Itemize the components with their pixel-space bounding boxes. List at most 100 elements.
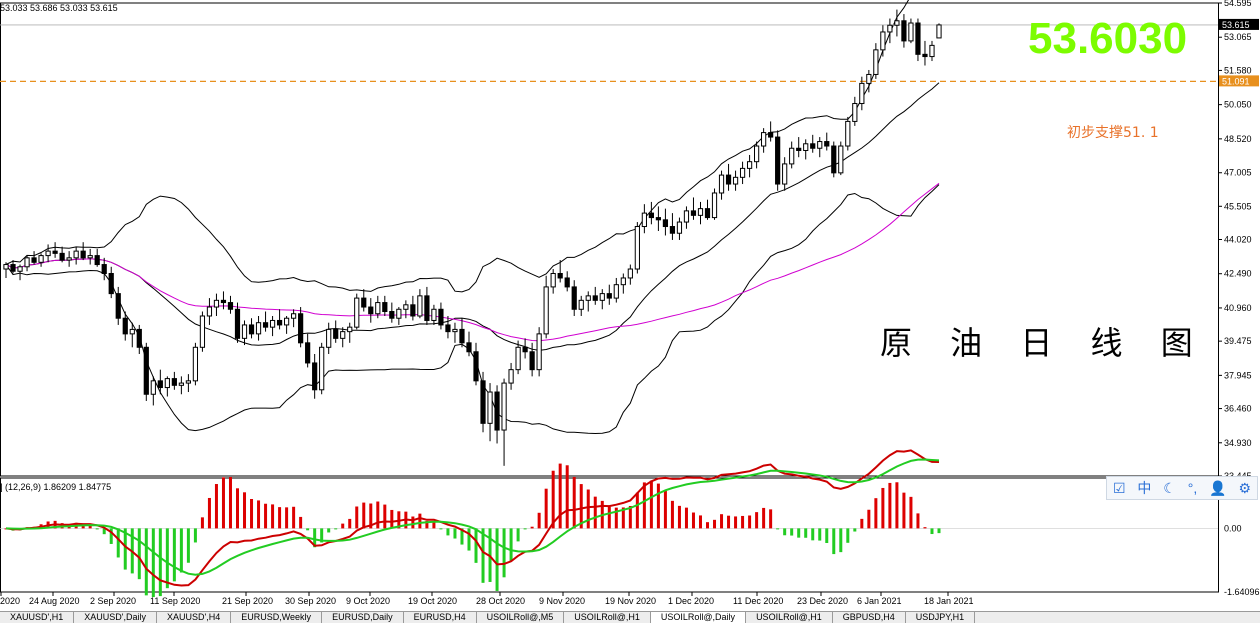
candle bbox=[536, 327, 542, 377]
candle bbox=[171, 371, 177, 390]
candle bbox=[354, 293, 360, 330]
macd-histogram-bar bbox=[741, 515, 745, 529]
price-frame bbox=[0, 2, 1219, 477]
candle bbox=[936, 23, 942, 39]
candle-body bbox=[94, 255, 100, 266]
chart-tab[interactable]: USOILRoll@,H1 bbox=[564, 612, 651, 623]
candle bbox=[241, 320, 248, 346]
chart-tab[interactable]: XAUUSD',H1 bbox=[0, 612, 75, 623]
macd-histogram-bar bbox=[874, 498, 878, 529]
macd-histogram-bar bbox=[713, 519, 717, 529]
macd-histogram-bar bbox=[439, 528, 443, 530]
candle bbox=[185, 374, 191, 393]
candle bbox=[269, 315, 276, 337]
candle bbox=[831, 141, 837, 178]
chart-tab[interactable]: EURUSD,Daily bbox=[322, 612, 404, 623]
candle-body bbox=[206, 306, 213, 317]
candle bbox=[403, 300, 409, 319]
candle bbox=[775, 130, 781, 191]
candle-body bbox=[648, 212, 654, 219]
chart-tab[interactable]: USDJPY,H1 bbox=[906, 612, 976, 623]
chart-tab[interactable]: EURUSD,Weekly bbox=[231, 612, 323, 623]
candle-body bbox=[143, 346, 149, 395]
chart-tab[interactable]: USOILRoll@,Daily bbox=[650, 612, 747, 623]
candle bbox=[613, 277, 619, 303]
candle-body bbox=[466, 342, 472, 353]
chart-tab[interactable]: GBPUSD,H4 bbox=[833, 612, 906, 623]
macd-histogram-bar bbox=[888, 482, 892, 529]
candle-body bbox=[810, 143, 816, 149]
punctuation-icon[interactable]: °, bbox=[1187, 480, 1198, 496]
macd-histogram-bar bbox=[621, 507, 625, 529]
macd-histogram-bar bbox=[635, 492, 639, 529]
macd-histogram-bar bbox=[558, 463, 562, 529]
candle bbox=[178, 376, 184, 395]
chart-tab[interactable]: EURUSD,H4 bbox=[404, 612, 477, 623]
candle bbox=[662, 208, 669, 236]
candle bbox=[213, 293, 220, 316]
candle bbox=[746, 154, 753, 178]
candle bbox=[87, 248, 93, 265]
macd-histogram-bar bbox=[755, 512, 759, 529]
candle-body bbox=[831, 145, 837, 174]
candle bbox=[852, 96, 858, 126]
moon-icon[interactable]: ☾ bbox=[1163, 479, 1176, 496]
ohlc-readout: 53.033 53.686 53.033 53.615 bbox=[0, 3, 118, 13]
ime-toolbar[interactable]: ☑ 中 ☾ °, 👤 ⚙ bbox=[1106, 476, 1258, 500]
macd-histogram-bar bbox=[937, 528, 941, 534]
user-icon[interactable]: 👤 bbox=[1209, 479, 1227, 496]
chinese-input-icon[interactable]: 中 bbox=[1137, 480, 1152, 496]
candle-body bbox=[789, 147, 795, 165]
chart-tab[interactable]: XAUUSD',Daily bbox=[74, 612, 157, 623]
candle-body bbox=[340, 331, 346, 339]
candle-body bbox=[754, 145, 760, 163]
candle bbox=[396, 307, 402, 325]
macd-histogram-bar bbox=[81, 524, 85, 529]
time-tick-label: 2020 bbox=[0, 596, 20, 606]
candle bbox=[655, 206, 662, 232]
chart-tab[interactable]: USOILRoll@,M5 bbox=[477, 612, 565, 623]
macd-histogram-bar bbox=[530, 526, 534, 529]
candle bbox=[305, 333, 311, 368]
macd-histogram-bar bbox=[214, 484, 218, 529]
macd-histogram-bar bbox=[537, 512, 541, 529]
macd-histogram-bar bbox=[818, 528, 822, 541]
candle-body bbox=[66, 257, 72, 261]
candle-body bbox=[431, 308, 437, 321]
candle-body bbox=[901, 20, 907, 42]
candle-body bbox=[501, 382, 507, 431]
chart-tab[interactable]: USOILRoll@,H1 bbox=[746, 612, 833, 623]
price-tick-label: 47.005 bbox=[1224, 168, 1252, 178]
checkbox-icon[interactable]: ☑ bbox=[1112, 479, 1126, 496]
candle-body bbox=[676, 221, 683, 234]
settings-icon[interactable]: ⚙ bbox=[1238, 479, 1252, 496]
candle bbox=[431, 304, 437, 325]
candle bbox=[838, 141, 844, 176]
macd-histogram-bar bbox=[109, 528, 113, 544]
candle-body bbox=[922, 53, 928, 58]
macd-pane[interactable]: 0.00 -1.64096 bbox=[0, 449, 1260, 598]
macd-histogram-bar bbox=[867, 509, 871, 529]
macd-histogram-bar bbox=[460, 528, 464, 545]
time-tick-label: 9 Oct 2020 bbox=[346, 596, 390, 606]
chart-tabs: XAUUSD',H1 XAUUSD',Daily XAUUSD',H4 EURUSD,… bbox=[0, 611, 1260, 623]
candle-body bbox=[838, 145, 844, 174]
chart-tab[interactable]: XAUUSD',H4 bbox=[157, 612, 232, 623]
price-pane[interactable]: 54.595 53.065 51.580 50.050 48.520 47.005 45.5… bbox=[0, 0, 1259, 481]
candle bbox=[817, 137, 823, 158]
macd-histogram-bar bbox=[165, 528, 169, 589]
candle bbox=[59, 246, 65, 263]
candle-body bbox=[347, 326, 353, 333]
candle bbox=[150, 376, 156, 406]
candle-body bbox=[803, 143, 809, 151]
time-tick-label: 21 Sep 2020 bbox=[222, 596, 273, 606]
macd-histogram-bar bbox=[656, 483, 660, 529]
candle bbox=[410, 295, 416, 321]
support-price-tag: 51.091 bbox=[1222, 76, 1250, 86]
candle bbox=[641, 204, 647, 234]
price-tick-label: 34.930 bbox=[1224, 438, 1252, 448]
candle bbox=[564, 271, 570, 292]
candle-body bbox=[382, 302, 388, 313]
macd-histogram-bar bbox=[586, 489, 590, 529]
